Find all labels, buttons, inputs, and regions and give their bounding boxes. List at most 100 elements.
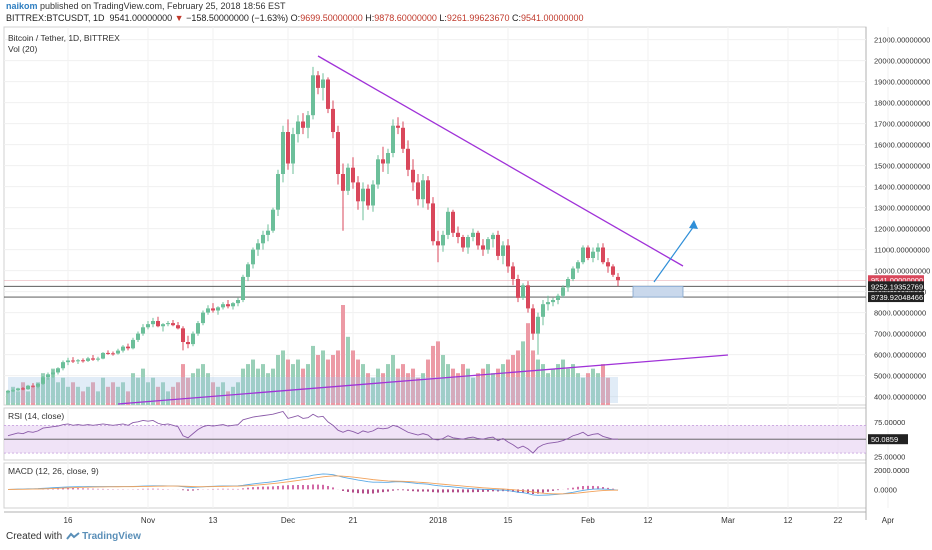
macd-title: MACD (12, 26, close, 9) <box>8 466 99 476</box>
time-tick-label: 12 <box>644 516 653 525</box>
price-change: −158.50000000 (−1.63%) <box>186 13 289 23</box>
candle-body <box>196 323 200 334</box>
candle-body <box>586 247 590 258</box>
volume-bar <box>276 355 280 405</box>
volume-bar <box>36 382 40 405</box>
volume-bar <box>186 377 190 405</box>
candle-body <box>121 346 125 351</box>
volume-bar <box>451 368 455 405</box>
candle-body <box>326 79 330 109</box>
close-label: C: <box>511 13 521 23</box>
price-tick-label: 16000.00000000 <box>874 141 930 150</box>
time-tick-label: Nov <box>141 516 155 525</box>
price-tick-label: 6000.00000000 <box>874 351 926 360</box>
candle-body <box>501 245 505 256</box>
volume-bar <box>521 341 525 405</box>
volume-bar <box>306 364 310 405</box>
volume-bar <box>476 373 480 405</box>
volume-bar <box>386 364 390 405</box>
time-tick-label: 13 <box>209 516 218 525</box>
volume-bar <box>316 355 320 405</box>
volume-bar <box>81 391 85 405</box>
candle-body <box>431 203 435 242</box>
volume-bar <box>266 373 270 405</box>
volume-bar <box>246 364 250 405</box>
volume-bar <box>206 373 210 405</box>
candle-body <box>346 167 350 191</box>
volume-bar <box>61 377 65 405</box>
volume-bar <box>396 368 400 405</box>
volume-bar <box>281 350 285 405</box>
volume-bar <box>76 386 80 405</box>
volume-bar <box>536 359 540 405</box>
macd-tick-label: 2000.0000 <box>874 466 909 475</box>
candle-body <box>126 346 130 349</box>
author-name[interactable]: naikom <box>6 1 38 11</box>
volume-bar <box>446 364 450 405</box>
candle-body <box>61 362 65 369</box>
volume-bar <box>531 350 535 405</box>
price-tick-label: 20000.00000000 <box>874 57 930 66</box>
volume-bar <box>116 386 120 405</box>
price-tick-label: 5000.00000000 <box>874 372 926 381</box>
volume-bar <box>46 377 50 405</box>
candle-body <box>316 75 320 88</box>
volume-bar <box>291 364 295 405</box>
volume-bar <box>56 382 60 405</box>
down-arrow-icon: ▼ <box>174 13 184 23</box>
candle-body <box>386 153 390 164</box>
candle-body <box>361 188 365 202</box>
candle-body <box>601 247 605 263</box>
price-tick-label: 17000.00000000 <box>874 120 930 129</box>
volume-ma-area <box>8 377 618 403</box>
candle-body <box>51 372 55 375</box>
candle-body <box>221 304 225 308</box>
volume-bar <box>586 373 590 405</box>
volume-bar <box>466 368 470 405</box>
candle-body <box>421 180 425 200</box>
candle-body <box>401 127 405 149</box>
candle-body <box>321 79 325 88</box>
candle-body <box>146 324 150 328</box>
candle-body <box>141 327 145 334</box>
volume-bar <box>436 341 440 405</box>
candle-body <box>201 312 205 324</box>
rsi-value-box <box>868 434 908 445</box>
volume-bar <box>96 391 100 405</box>
candle-body <box>376 159 380 185</box>
volume-bar <box>576 373 580 405</box>
volume-bar <box>416 377 420 405</box>
rsi-line <box>7 410 619 454</box>
candle-body <box>296 121 300 135</box>
tradingview-brand[interactable]: TradingView <box>82 531 141 542</box>
volume-bar <box>286 359 290 405</box>
chart-canvas[interactable]: 4000.00000000 5000.00000000 6000.00000000 7… <box>0 0 932 526</box>
candle-body <box>476 232 480 246</box>
candle-body <box>161 324 165 327</box>
ascending-trendline <box>117 354 729 405</box>
rsi-tick-label: 25.00000 <box>874 453 905 462</box>
candle-body <box>396 125 400 128</box>
candle-body <box>86 358 90 361</box>
candle-body <box>181 328 185 342</box>
price-tick-label: 12000.00000000 <box>874 225 930 234</box>
projection-arrowhead-icon <box>689 220 698 229</box>
candle-body <box>186 342 190 345</box>
candle-body <box>216 307 220 311</box>
ohlc-line: BITTREX:BTCUSDT, 1D 9541.00000000 ▼ −158… <box>6 13 584 23</box>
candle-body <box>611 266 615 275</box>
candle-body <box>351 167 355 183</box>
candle-body <box>16 388 20 391</box>
candle-body <box>546 302 550 305</box>
volume-bar <box>441 355 445 405</box>
time-tick-label: 15 <box>504 516 513 525</box>
candle-body <box>471 232 475 237</box>
volume-bar <box>31 386 35 405</box>
candle-body <box>461 237 465 248</box>
volume-bar <box>16 391 20 405</box>
candle-body <box>166 323 170 325</box>
candle-body <box>596 247 600 252</box>
volume-bar <box>6 391 10 405</box>
volume-bar <box>591 368 595 405</box>
candle-body <box>251 249 255 265</box>
